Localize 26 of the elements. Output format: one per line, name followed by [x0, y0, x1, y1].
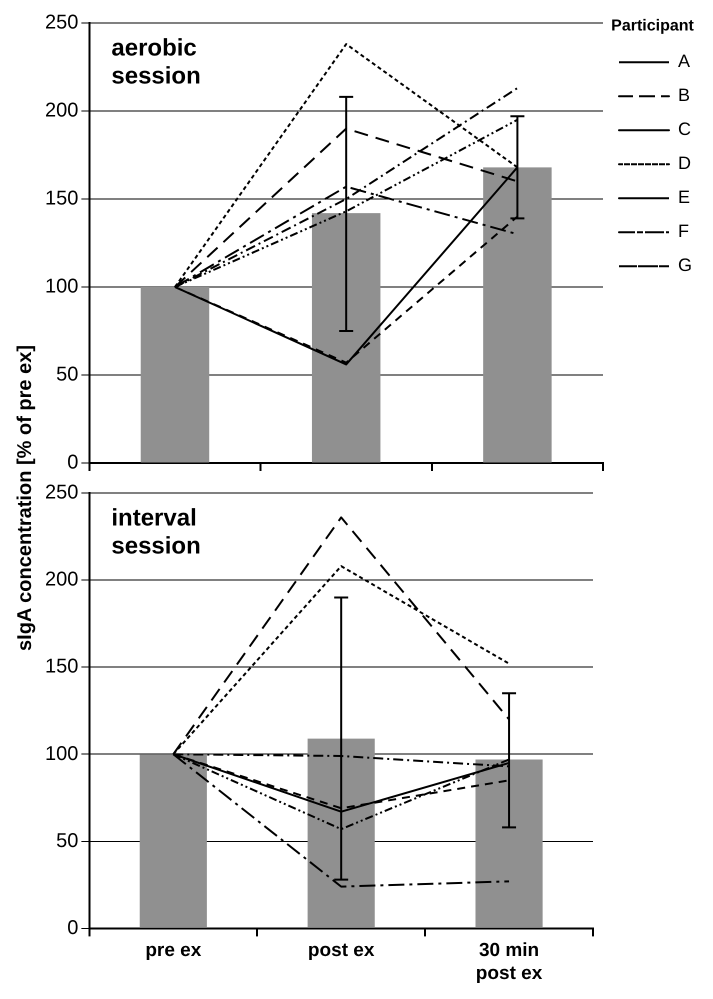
- annotation: interval session: [111, 504, 201, 560]
- legend-label: A: [678, 51, 690, 72]
- legend-label: B: [678, 85, 690, 106]
- y-tick-label: 50: [56, 830, 78, 852]
- x-tick-label: post ex: [308, 940, 375, 962]
- y-tick-label: 250: [44, 482, 78, 504]
- y-tick-label: 150: [44, 656, 78, 678]
- y-axis-title: sIgA concentration [% of pre ex]: [14, 345, 36, 651]
- x-tick-label: 30 min post ex: [476, 940, 543, 984]
- legend-label: D: [678, 153, 691, 174]
- y-tick-label: 250: [44, 12, 78, 34]
- y-tick-label: 100: [44, 276, 78, 298]
- x-tick-label: pre ex: [145, 940, 202, 962]
- legend-title: Participant: [611, 17, 695, 34]
- y-tick-label: 0: [67, 916, 78, 939]
- y-tick-label: 50: [56, 364, 78, 386]
- legend-label: E: [678, 187, 690, 208]
- legend-label: F: [678, 221, 689, 242]
- y-tick-label: 100: [44, 742, 78, 765]
- y-tick-label: 200: [44, 568, 78, 591]
- y-tick-label: 0: [67, 452, 78, 474]
- y-tick-label: 150: [44, 188, 78, 210]
- annotation: aerobic session: [111, 34, 201, 90]
- legend-label: G: [678, 255, 692, 276]
- y-tick-label: 200: [44, 100, 78, 122]
- legend-label: C: [678, 119, 691, 140]
